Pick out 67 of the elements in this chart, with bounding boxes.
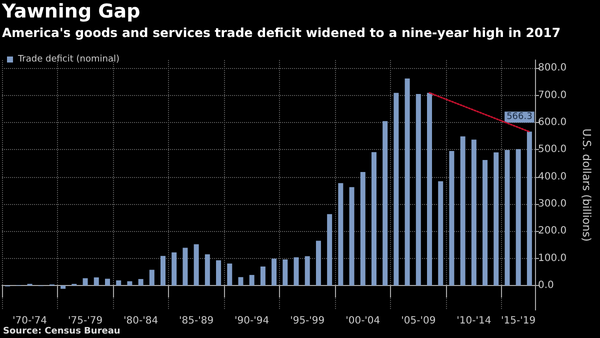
y-axis-title: U.S. dollars (billions) xyxy=(580,128,593,242)
bar xyxy=(504,150,510,286)
bar xyxy=(526,132,532,286)
bar xyxy=(104,278,110,286)
x-tick-label: '80-'84 xyxy=(124,316,158,326)
bar xyxy=(438,181,444,286)
x-tick-label: '10-'14 xyxy=(456,316,492,326)
x-tick-label: '05-'09 xyxy=(401,316,436,326)
bar xyxy=(149,270,154,286)
bar xyxy=(471,140,476,286)
y-tick-label: 100.0 xyxy=(538,252,567,264)
bar xyxy=(404,78,410,286)
y-tick-label: 0.0 xyxy=(538,280,554,292)
bar xyxy=(282,259,288,286)
x-tick-label: '85-'89 xyxy=(179,316,214,326)
bar xyxy=(382,121,388,286)
bar xyxy=(249,274,254,286)
bar xyxy=(127,281,132,286)
x-tick-label: '95-'99 xyxy=(290,316,325,326)
bar xyxy=(482,160,488,286)
bar xyxy=(116,280,122,286)
bar xyxy=(138,279,144,286)
bar xyxy=(238,277,244,286)
bar xyxy=(316,240,321,286)
bar xyxy=(160,256,166,286)
bar xyxy=(82,278,88,286)
bar xyxy=(371,152,376,286)
bar xyxy=(427,92,432,286)
bar xyxy=(94,277,99,286)
bar xyxy=(194,244,199,286)
bar xyxy=(449,151,454,286)
chart-title: Yawning Gap xyxy=(1,0,140,22)
y-tick-label: 300.0 xyxy=(538,198,567,210)
x-tick-label: '00-'04 xyxy=(346,316,380,326)
bar xyxy=(304,256,310,286)
y-tick-label: 800.0 xyxy=(538,62,567,74)
bar xyxy=(260,266,266,286)
bar xyxy=(227,264,232,286)
bar xyxy=(338,183,344,286)
bar xyxy=(394,92,399,286)
x-tick-label: '15-'19 xyxy=(501,316,536,326)
x-tick-label: '75-'79 xyxy=(68,316,103,326)
bar xyxy=(294,257,299,286)
bar xyxy=(416,94,421,286)
legend-label: Trade deficit (nominal) xyxy=(17,54,120,64)
source-note: Source: Census Bureau xyxy=(3,326,120,336)
bar xyxy=(216,260,222,286)
y-tick-label: 600.0 xyxy=(538,117,567,128)
data-label: 566.3 xyxy=(506,112,532,122)
bar xyxy=(349,187,354,286)
y-tick-label: 200.0 xyxy=(538,226,567,237)
y-tick-label: 400.0 xyxy=(538,171,567,182)
bar xyxy=(494,152,499,286)
bar xyxy=(516,149,521,286)
bar xyxy=(360,172,366,286)
bar xyxy=(172,252,177,286)
bar xyxy=(60,286,66,289)
chart-subtitle: America's goods and services trade deficit widened to a nine-year high in 2017 xyxy=(2,25,561,40)
bar xyxy=(460,136,466,286)
bar xyxy=(272,258,277,286)
x-tick-label: '90-'94 xyxy=(234,316,270,326)
y-tick-label: 500.0 xyxy=(538,144,567,156)
bar xyxy=(182,248,188,286)
bar xyxy=(204,254,210,286)
bar xyxy=(327,214,332,286)
y-tick-label: 700.0 xyxy=(538,90,567,101)
x-tick-label: '70-'74 xyxy=(12,316,48,326)
